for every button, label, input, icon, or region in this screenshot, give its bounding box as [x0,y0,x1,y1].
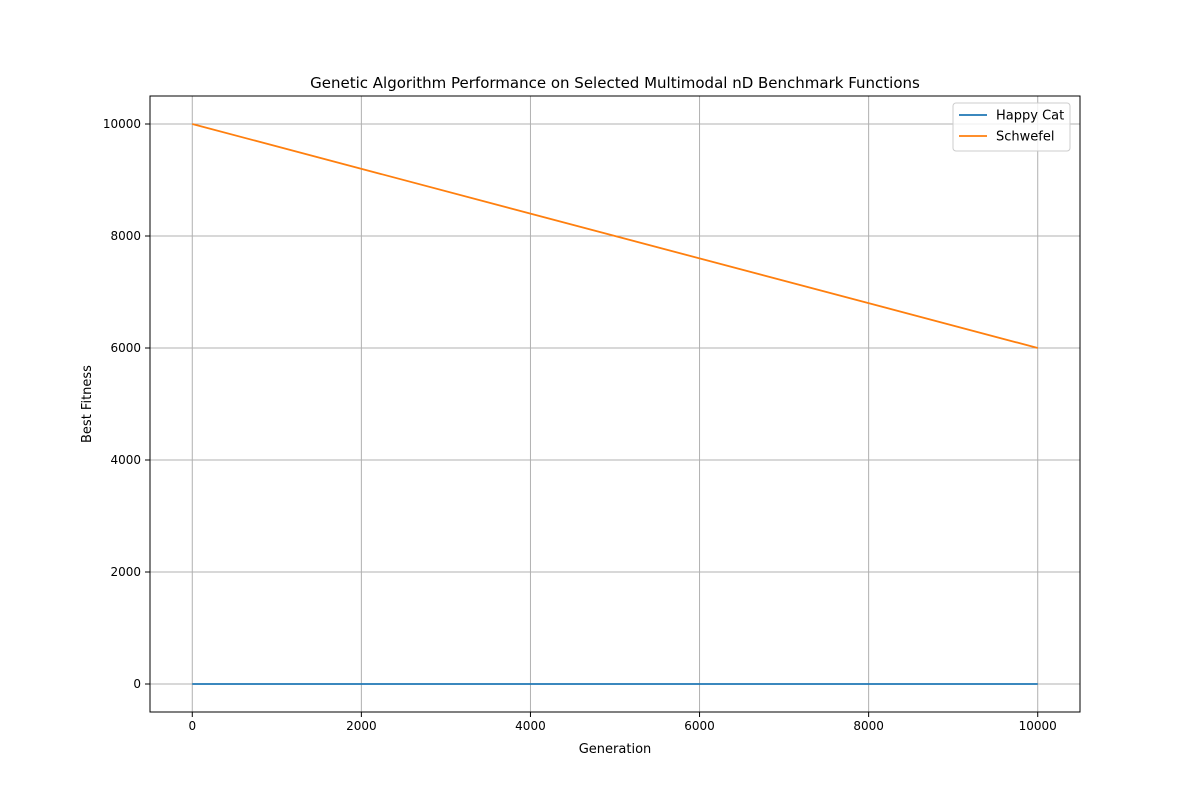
y-tick-label: 6000 [110,341,141,355]
x-tick-label: 8000 [853,719,884,733]
x-axis-label: Generation [579,742,652,757]
series-line-schwefel [192,123,1038,349]
legend-label: Happy Cat [996,109,1064,124]
y-axis-label: Best Fitness [80,365,95,443]
legend-label: Schwefel [996,130,1054,145]
plot-area-frame [149,95,1081,713]
y-tick-label: 10000 [103,117,141,131]
y-tick-label: 2000 [110,565,141,579]
x-tick-label: 4000 [515,719,546,733]
grid-lines [150,96,1080,712]
y-tick-label: 0 [133,677,141,691]
series-lines [192,123,1038,685]
y-tick-label: 4000 [110,453,141,467]
axis-ticks: 0 2000 4000 6000 8000 10000 0 2000 4000 6000 8000 1… [103,117,1057,733]
x-tick-label: 2000 [346,719,377,733]
legend: Happy Cat Schwefel [952,102,1071,152]
x-tick-label: 0 [188,719,196,733]
chart-title: Genetic Algorithm Performance on Selecte… [310,74,920,92]
x-tick-label: 10000 [1019,719,1057,733]
x-tick-label: 6000 [684,719,715,733]
y-tick-label: 8000 [110,229,141,243]
